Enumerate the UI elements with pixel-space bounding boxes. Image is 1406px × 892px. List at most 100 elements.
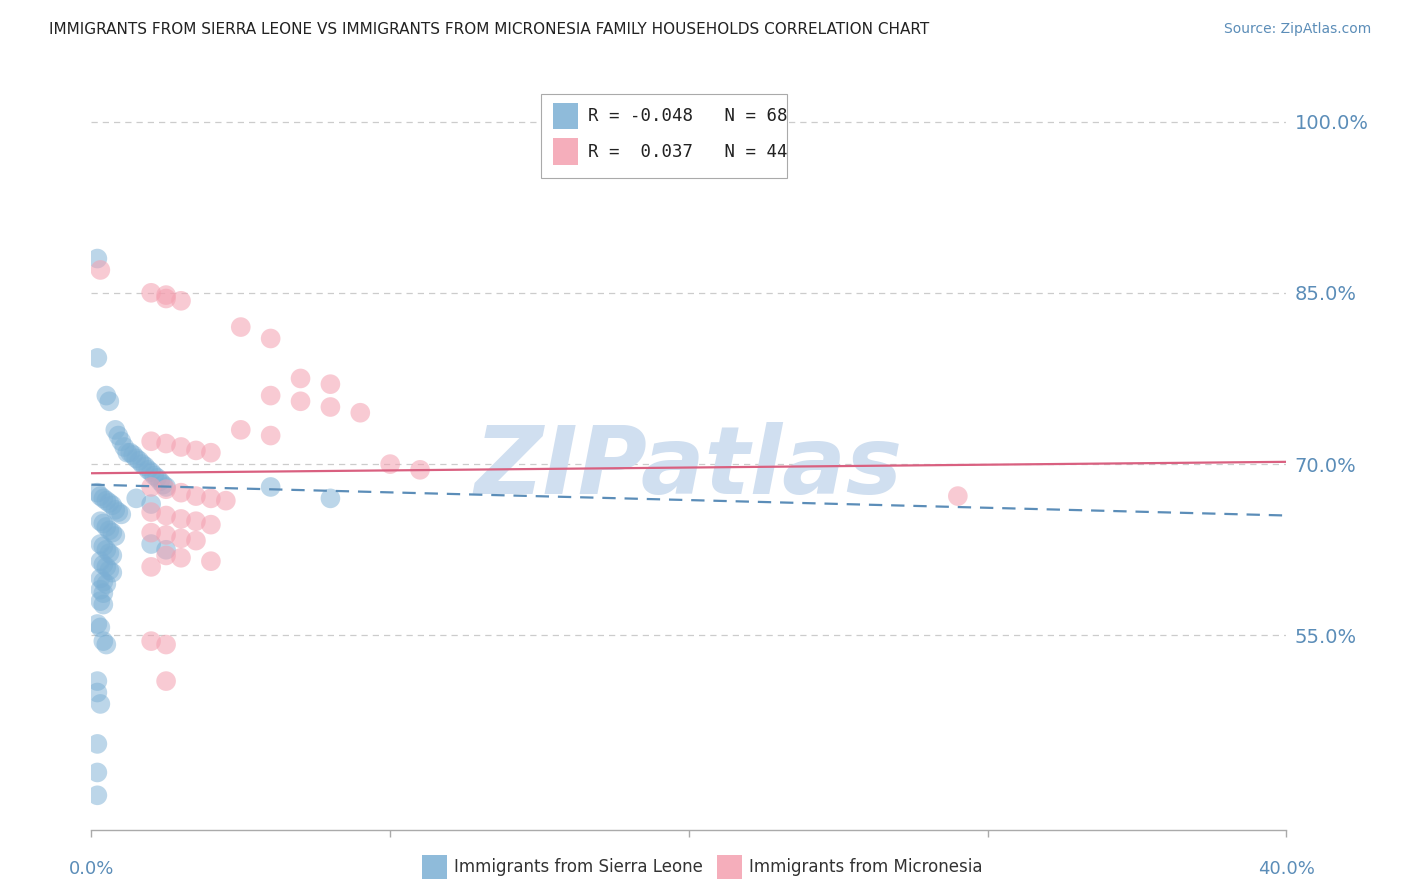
Point	[86, 737, 108, 751]
Point	[143, 468, 166, 483]
Point	[98, 563, 121, 577]
Point	[141, 634, 163, 648]
Point	[96, 577, 118, 591]
Point	[155, 542, 177, 557]
Point	[200, 491, 222, 506]
Point	[319, 377, 342, 392]
Point	[125, 491, 148, 506]
Point	[170, 485, 193, 500]
Point	[110, 434, 132, 449]
Point	[89, 263, 111, 277]
Point	[259, 388, 281, 402]
Point	[86, 674, 108, 689]
Point	[229, 320, 252, 334]
Point	[86, 351, 108, 365]
Point	[96, 542, 118, 557]
Point	[93, 586, 115, 600]
Point	[184, 514, 207, 528]
Point	[200, 517, 222, 532]
Point	[319, 400, 342, 414]
Point	[229, 423, 252, 437]
Point	[93, 491, 115, 506]
Text: IMMIGRANTS FROM SIERRA LEONE VS IMMIGRANTS FROM MICRONESIA FAMILY HOUSEHOLDS COR: IMMIGRANTS FROM SIERRA LEONE VS IMMIGRAN…	[49, 22, 929, 37]
Point	[349, 406, 371, 420]
Point	[86, 252, 108, 266]
Point	[319, 491, 342, 506]
Point	[290, 371, 312, 385]
Point	[122, 448, 145, 462]
Point	[141, 497, 163, 511]
Point	[89, 582, 111, 597]
Point	[155, 436, 177, 450]
Point	[259, 480, 281, 494]
Point	[89, 514, 111, 528]
Point	[101, 566, 124, 580]
Point	[155, 480, 177, 494]
Point	[101, 498, 124, 512]
Point	[89, 620, 111, 634]
Point	[93, 558, 115, 572]
Point	[170, 440, 193, 454]
Point	[98, 546, 121, 560]
Point	[380, 457, 402, 471]
Point	[290, 394, 312, 409]
Point	[115, 446, 138, 460]
Point	[96, 493, 118, 508]
Point	[155, 508, 177, 523]
Point	[104, 423, 127, 437]
Point	[86, 789, 108, 803]
Point	[107, 428, 129, 442]
Point	[89, 697, 111, 711]
Point	[96, 520, 118, 534]
Text: Immigrants from Micronesia: Immigrants from Micronesia	[749, 858, 983, 876]
Point	[155, 528, 177, 542]
Point	[93, 539, 115, 553]
Point	[200, 446, 222, 460]
Point	[170, 293, 193, 308]
Point	[409, 463, 432, 477]
Point	[155, 292, 177, 306]
Point	[93, 516, 115, 531]
Point	[155, 482, 177, 496]
Point	[86, 765, 108, 780]
Point	[93, 574, 115, 589]
Point	[112, 440, 135, 454]
Point	[184, 443, 207, 458]
Point	[107, 505, 129, 519]
Point	[98, 524, 121, 538]
Point	[184, 489, 207, 503]
Point	[155, 674, 177, 689]
Text: Source: ZipAtlas.com: Source: ZipAtlas.com	[1223, 22, 1371, 37]
Point	[141, 434, 163, 449]
Point	[89, 554, 111, 568]
Text: 0.0%: 0.0%	[69, 860, 114, 878]
Point	[170, 512, 193, 526]
Point	[98, 394, 121, 409]
Point	[259, 331, 281, 345]
Point	[89, 537, 111, 551]
Point	[125, 451, 148, 466]
Text: ZIPatlas: ZIPatlas	[475, 422, 903, 514]
Point	[149, 475, 172, 489]
Point	[141, 560, 163, 574]
Text: Immigrants from Sierra Leone: Immigrants from Sierra Leone	[454, 858, 703, 876]
Point	[946, 489, 969, 503]
Point	[104, 503, 127, 517]
Point	[155, 549, 177, 563]
Point	[104, 529, 127, 543]
Point	[152, 477, 174, 491]
Point	[170, 532, 193, 546]
Point	[136, 463, 159, 477]
Point	[96, 638, 118, 652]
Point	[259, 428, 281, 442]
Point	[101, 525, 124, 540]
Point	[131, 457, 153, 471]
Point	[86, 617, 108, 632]
Point	[141, 465, 163, 479]
Point	[200, 554, 222, 568]
Point	[146, 471, 169, 485]
Point	[101, 549, 124, 563]
Point	[141, 480, 163, 494]
Point	[86, 685, 108, 699]
Point	[98, 496, 121, 510]
